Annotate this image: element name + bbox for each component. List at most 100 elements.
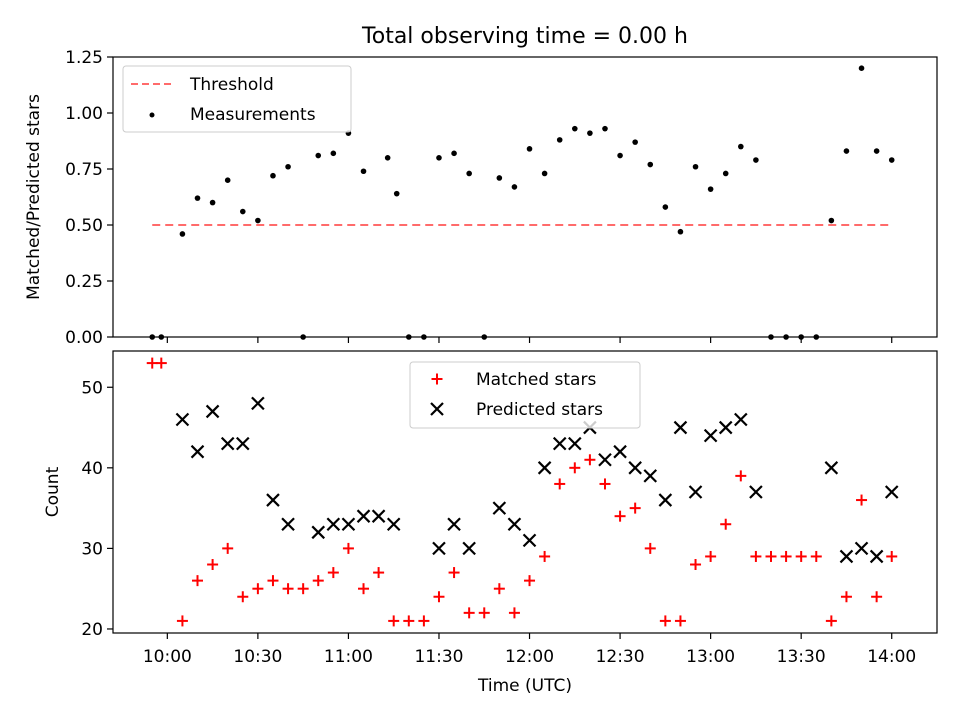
predicted-star-point xyxy=(869,549,884,564)
matched-star-point xyxy=(554,478,566,490)
measurement-point xyxy=(330,150,337,157)
predicted-star-point xyxy=(432,541,446,556)
matched-star-point xyxy=(539,550,551,562)
matched-star-point xyxy=(358,583,370,595)
ratio-y-tick-label: 1.00 xyxy=(65,104,103,124)
predicted-star-point xyxy=(356,509,371,523)
predicted-star-point xyxy=(522,533,537,548)
measurement-point xyxy=(541,170,548,177)
matched-star-point xyxy=(342,542,354,554)
legend-matched-swatch xyxy=(431,373,443,385)
ratio-legend: Threshold Measurements xyxy=(122,65,352,133)
predicted-star-point xyxy=(190,444,205,459)
predicted-star-point xyxy=(552,436,567,451)
predicted-star-point xyxy=(718,420,733,435)
predicted-star-point xyxy=(749,485,763,499)
predicted-star-point xyxy=(175,412,190,427)
matched-star-point xyxy=(252,583,264,595)
x-axis-ticks: 10:00 10:30 11:00 11:30 12:00 12:30 13:00 13:30… xyxy=(143,337,916,667)
legend-measurements-swatch xyxy=(149,112,155,118)
matched-star-point xyxy=(237,591,249,603)
matched-star-point xyxy=(207,559,219,571)
x-tick-label: 13:00 xyxy=(686,647,735,667)
measurement-point xyxy=(677,228,684,235)
measurement-point xyxy=(587,130,593,136)
predicted-star-point xyxy=(568,436,582,451)
measurement-point xyxy=(360,168,367,175)
matched-star-point xyxy=(599,478,611,490)
count-series xyxy=(146,357,899,627)
matched-star-point xyxy=(750,550,762,562)
matched-star-point xyxy=(674,615,686,627)
matched-star-point xyxy=(871,591,883,603)
matched-star-point xyxy=(810,550,822,562)
measurement-point xyxy=(466,170,472,177)
measurement-point xyxy=(873,148,880,154)
measurement-point xyxy=(572,125,578,132)
chart-title: Total observing time = 0.00 h xyxy=(361,24,688,49)
ratio-legend-box xyxy=(122,65,352,133)
count-y-tick-label: 50 xyxy=(81,378,103,398)
legend-matched-marker xyxy=(431,373,443,385)
legend-matched-label: Matched stars xyxy=(476,370,596,390)
ratio-y-axis-label: Matched/Predicted stars xyxy=(24,94,44,300)
measurement-point xyxy=(436,155,442,161)
matched-star-point xyxy=(282,583,294,595)
measurement-point xyxy=(194,195,201,201)
measurement-point xyxy=(707,186,714,192)
matched-star-point xyxy=(735,470,747,482)
measurement-point xyxy=(315,152,322,159)
predicted-star-point xyxy=(462,541,476,556)
x-tick-label: 12:00 xyxy=(505,647,554,667)
matched-star-point xyxy=(614,510,626,522)
predicted-star-point xyxy=(326,517,341,532)
x-tick-label: 11:00 xyxy=(324,647,373,667)
matched-star-point xyxy=(463,607,475,619)
x-tick-label: 14:00 xyxy=(867,647,916,667)
measurement-point xyxy=(526,146,533,152)
measurement-point xyxy=(602,125,608,132)
matched-star-point xyxy=(508,607,520,619)
predicted-star-point xyxy=(884,485,899,499)
matched-star-point xyxy=(155,357,167,369)
predicted-star-point xyxy=(507,517,522,532)
measurement-point xyxy=(556,137,563,143)
measurement-point xyxy=(632,139,638,145)
measurement-point xyxy=(224,177,231,183)
ratio-y-ticks: 0.00 0.25 0.50 0.75 1.00 1.25 xyxy=(65,48,113,348)
measurement-point xyxy=(692,163,699,170)
predicted-star-point xyxy=(734,412,748,427)
ratio-panel: 0.00 0.25 0.50 0.75 1.00 1.25 Matched/Predict… xyxy=(24,48,938,348)
matched-star-point xyxy=(312,575,324,587)
predicted-star-point xyxy=(386,517,401,532)
predicted-star-point xyxy=(824,461,839,475)
matched-star-point xyxy=(388,615,400,627)
ratio-y-tick-label: 0.50 xyxy=(65,216,103,236)
measurement-point xyxy=(270,172,276,179)
measurement-point xyxy=(384,155,391,161)
measurement-point xyxy=(496,175,503,181)
x-tick-label: 13:30 xyxy=(777,647,826,667)
matched-star-point xyxy=(720,518,732,530)
matched-star-point xyxy=(373,567,385,579)
ratio-y-tick-label: 1.25 xyxy=(65,48,103,68)
predicted-star-point xyxy=(220,436,235,451)
x-tick-label: 10:30 xyxy=(233,647,282,667)
predicted-star-point xyxy=(281,517,295,532)
predicted-star-point xyxy=(492,501,507,515)
predicted-star-point xyxy=(703,428,718,443)
predicted-star-point xyxy=(673,420,688,435)
matched-star-point xyxy=(856,494,868,506)
matched-star-point xyxy=(297,583,309,595)
count-y-axis-label: Count xyxy=(43,466,63,517)
legend-measurements-label: Measurements xyxy=(190,105,316,125)
measurement-point xyxy=(888,157,895,163)
ratio-y-tick-label: 0.00 xyxy=(65,328,103,348)
measurement-point xyxy=(511,184,518,190)
matched-star-point xyxy=(659,615,671,627)
count-plot-frame xyxy=(112,350,938,634)
matched-star-point xyxy=(192,575,204,587)
legend-predicted-label: Predicted stars xyxy=(476,400,603,420)
matched-star-point xyxy=(584,454,596,466)
